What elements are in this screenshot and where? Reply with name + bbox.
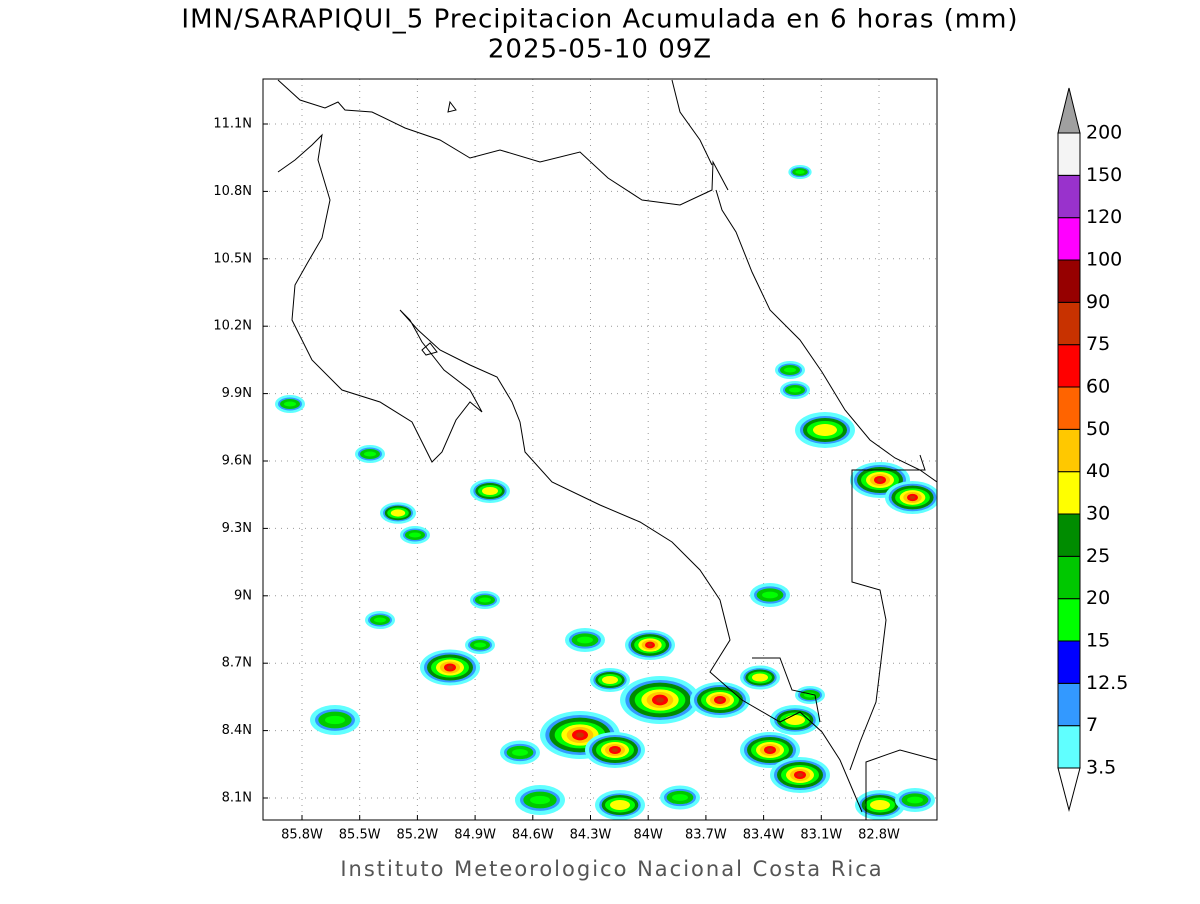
colorbar-label: 60: [1086, 376, 1110, 398]
colorbar-label: 3.5: [1086, 757, 1116, 779]
colorbar-segment: [1057, 471, 1081, 515]
colorbar-segment: [1057, 174, 1081, 219]
colorbar-label: 90: [1086, 291, 1110, 313]
x-tick-label: 85.2W: [396, 828, 438, 843]
colorbar-segment: [1057, 132, 1081, 176]
y-tick-label: 10.2N: [213, 319, 252, 334]
colorbar-segment: [1057, 344, 1081, 388]
map-frame: [262, 78, 938, 821]
colorbar-segment: [1057, 428, 1081, 473]
y-tick-label: 10.5N: [213, 251, 252, 266]
y-tick-label: 8.4N: [222, 723, 252, 738]
colorbar-over-arrow: [1057, 87, 1081, 134]
x-tick-label: 84.3W: [570, 828, 612, 843]
colorbar-label: 12.5: [1086, 672, 1128, 694]
title: IMN/SARAPIQUI_5 Precipitacion Acumulada …: [181, 5, 1018, 35]
colorbar-segment: [1057, 386, 1081, 430]
colorbar-label: 15: [1086, 630, 1110, 652]
y-tick-label: 8.1N: [222, 791, 252, 806]
y-tick-label: 8.7N: [222, 656, 252, 671]
colorbar-label: 50: [1086, 418, 1110, 440]
precipitation: [275, 165, 937, 820]
x-tick-label: 85.5W: [339, 828, 381, 843]
y-tick-label: 11.1N: [213, 117, 252, 132]
y-tick-label: 9.6N: [222, 454, 252, 469]
colorbar-label: 120: [1086, 206, 1122, 228]
colorbar-segment: [1057, 259, 1081, 303]
colorbar-segment: [1057, 640, 1081, 684]
colorbar-segment: [1057, 513, 1081, 557]
colorbar-segment: [1057, 682, 1081, 727]
colorbar-label: 75: [1086, 333, 1110, 355]
x-tick-label: 83.1W: [800, 828, 842, 843]
subtitle: 2025-05-10 09Z: [488, 35, 712, 65]
colorbar-under-arrow: [1057, 767, 1081, 812]
x-tick-label: 83.7W: [685, 828, 727, 843]
colorbar-segment: [1057, 598, 1081, 642]
colorbar-segment: [1057, 725, 1081, 769]
colorbar-label: 150: [1086, 164, 1122, 186]
x-tick-label: 85.8W: [281, 828, 323, 843]
x-tick-label: 83.4W: [743, 828, 785, 843]
coastline: [277, 79, 937, 820]
x-tick-label: 84.6W: [512, 828, 554, 843]
colorbar-segment: [1057, 301, 1081, 346]
colorbar-segment: [1057, 555, 1081, 600]
footer: Instituto Meteorologico Nacional Costa R…: [340, 857, 883, 881]
colorbar-label: 40: [1086, 460, 1110, 482]
colorbar-label: 25: [1086, 545, 1110, 567]
map: [262, 78, 938, 821]
y-tick-label: 9.9N: [222, 386, 252, 401]
x-tick-label: 84.9W: [454, 828, 496, 843]
y-tick-label: 9.3N: [222, 521, 252, 536]
colorbar-label: 30: [1086, 503, 1110, 525]
y-tick-label: 9N: [234, 588, 252, 603]
colorbar-segment: [1057, 217, 1081, 261]
colorbar-label: 100: [1086, 249, 1122, 271]
x-tick-label: 84W: [633, 828, 663, 843]
colorbar-label: 20: [1086, 587, 1110, 609]
y-tick-label: 10.8N: [213, 184, 252, 199]
colorbar-label: 7: [1086, 714, 1098, 736]
x-tick-label: 82.8W: [858, 828, 900, 843]
colorbar-label: 200: [1086, 122, 1122, 144]
colorbar: 3.5 7 12.5 15 20 25 30 40 50 60 75 90 100 120 150 200: [1057, 87, 1128, 812]
